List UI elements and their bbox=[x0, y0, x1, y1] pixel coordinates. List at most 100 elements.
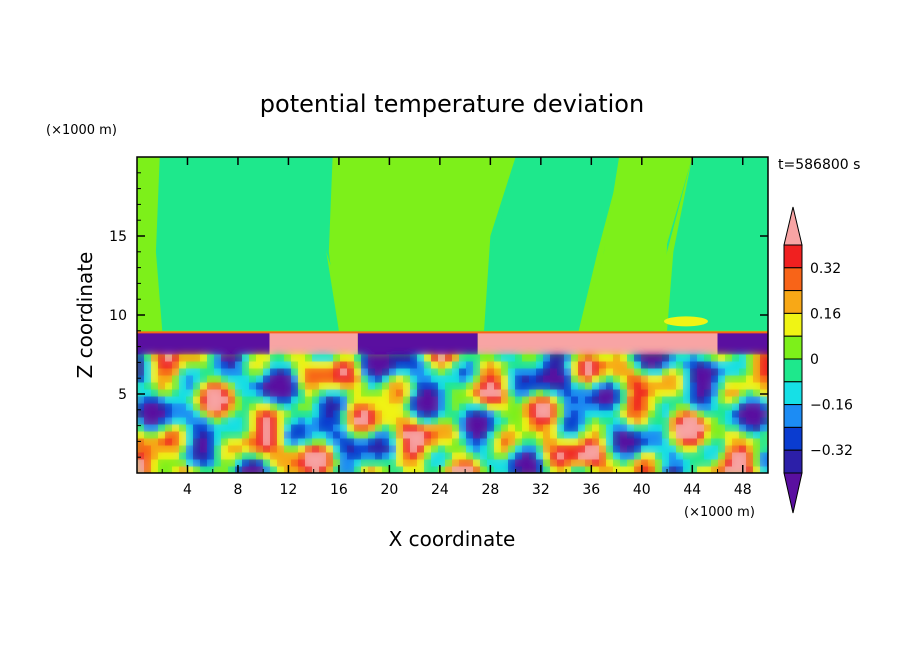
field-contour-cell bbox=[620, 396, 628, 404]
field-contour-cell bbox=[669, 410, 677, 418]
field-contour-cell bbox=[326, 382, 334, 390]
field-contour-cell bbox=[452, 396, 460, 404]
field-contour-cell bbox=[228, 403, 236, 411]
field-contour-cell bbox=[263, 382, 271, 390]
field-contour-cell bbox=[480, 361, 488, 369]
field-contour-cell bbox=[508, 466, 516, 473]
field-contour-cell bbox=[711, 459, 719, 467]
field-contour-cell bbox=[550, 452, 558, 460]
field-contour-cell bbox=[718, 417, 726, 425]
field-contour-cell bbox=[634, 438, 642, 446]
field-contour-cell bbox=[235, 459, 243, 467]
field-contour-cell bbox=[683, 452, 691, 460]
field-contour-cell bbox=[396, 361, 404, 369]
field-contour-cell bbox=[137, 403, 145, 411]
field-contour-cell bbox=[697, 382, 705, 390]
field-contour-cell bbox=[403, 396, 411, 404]
field-contour-cell bbox=[270, 396, 278, 404]
field-contour-cell bbox=[375, 417, 383, 425]
field-contour-cell bbox=[284, 445, 292, 453]
field-contour-cell bbox=[403, 375, 411, 383]
field-contour-cell bbox=[214, 417, 222, 425]
field-contour-cell bbox=[172, 438, 180, 446]
field-contour-cell bbox=[711, 466, 719, 473]
field-contour-cell bbox=[144, 375, 152, 383]
field-contour-cell bbox=[137, 431, 145, 439]
field-contour-cell bbox=[214, 452, 222, 460]
field-contour-cell bbox=[578, 403, 586, 411]
field-contour-cell bbox=[732, 424, 740, 432]
field-contour-cell bbox=[214, 410, 222, 418]
field-contour-cell bbox=[228, 410, 236, 418]
field-contour-cell bbox=[669, 431, 677, 439]
field-contour-cell bbox=[725, 424, 733, 432]
field-contour-cell bbox=[578, 375, 586, 383]
field-contour-cell bbox=[277, 396, 285, 404]
field-contour-cell bbox=[732, 410, 740, 418]
field-contour-cell bbox=[725, 417, 733, 425]
field-contour-cell bbox=[172, 389, 180, 397]
field-contour-cell bbox=[410, 452, 418, 460]
field-contour-cell bbox=[466, 459, 474, 467]
field-contour-cell bbox=[697, 417, 705, 425]
field-contour-cell bbox=[627, 424, 635, 432]
field-contour-cell bbox=[641, 375, 649, 383]
field-contour-cell bbox=[550, 403, 558, 411]
field-contour-cell bbox=[634, 403, 642, 411]
field-contour-cell bbox=[550, 445, 558, 453]
field-contour-cell bbox=[599, 396, 607, 404]
field-contour-cell bbox=[340, 375, 348, 383]
field-contour-cell bbox=[466, 417, 474, 425]
field-contour-cell bbox=[452, 389, 460, 397]
field-contour-cell bbox=[557, 459, 565, 467]
field-contour-cell bbox=[746, 459, 754, 467]
field-contour-cell bbox=[760, 382, 768, 390]
field-contour-cell bbox=[319, 403, 327, 411]
field-contour-cell bbox=[256, 459, 264, 467]
field-contour-cell bbox=[690, 452, 698, 460]
field-contour-cell bbox=[508, 396, 516, 404]
field-contour-cell bbox=[389, 396, 397, 404]
field-contour-cell bbox=[263, 417, 271, 425]
field-contour-cell bbox=[473, 382, 481, 390]
field-contour-cell bbox=[158, 375, 166, 383]
x-tick-label: 16 bbox=[330, 482, 348, 498]
field-contour-cell bbox=[725, 368, 733, 376]
field-contour-cell bbox=[571, 361, 579, 369]
field-contour-cell bbox=[578, 424, 586, 432]
field-contour-cell bbox=[277, 452, 285, 460]
field-contour-cell bbox=[571, 403, 579, 411]
field-contour-cell bbox=[340, 424, 348, 432]
field-contour-cell bbox=[403, 424, 411, 432]
field-contour-cell bbox=[417, 375, 425, 383]
field-contour-cell bbox=[221, 438, 229, 446]
field-contour-cell bbox=[403, 452, 411, 460]
field-contour-cell bbox=[165, 424, 173, 432]
field-contour-cell bbox=[438, 452, 446, 460]
field-contour-cell bbox=[270, 361, 278, 369]
field-contour-cell bbox=[620, 452, 628, 460]
field-contour-cell bbox=[158, 382, 166, 390]
field-contour-cell bbox=[438, 466, 446, 473]
field-contour-cell bbox=[648, 431, 656, 439]
field-contour-cell bbox=[298, 403, 306, 411]
field-contour-cell bbox=[354, 431, 362, 439]
upper-lime-region bbox=[585, 157, 693, 331]
field-contour-cell bbox=[585, 368, 593, 376]
inversion-band bbox=[137, 332, 270, 355]
field-contour-cell bbox=[445, 431, 453, 439]
field-contour-cell bbox=[620, 368, 628, 376]
field-contour-cell bbox=[214, 354, 222, 362]
field-contour-cell bbox=[480, 396, 488, 404]
field-contour-cell bbox=[746, 354, 754, 362]
field-contour-cell bbox=[746, 368, 754, 376]
field-contour-cell bbox=[221, 452, 229, 460]
field-contour-cell bbox=[676, 417, 684, 425]
x-tick-label: 36 bbox=[582, 482, 600, 498]
field-contour-cell bbox=[256, 417, 264, 425]
heatmap-field bbox=[137, 157, 768, 473]
field-contour-cell bbox=[396, 431, 404, 439]
field-contour-cell bbox=[550, 466, 558, 473]
field-contour-cell bbox=[641, 368, 649, 376]
field-contour-cell bbox=[361, 431, 369, 439]
